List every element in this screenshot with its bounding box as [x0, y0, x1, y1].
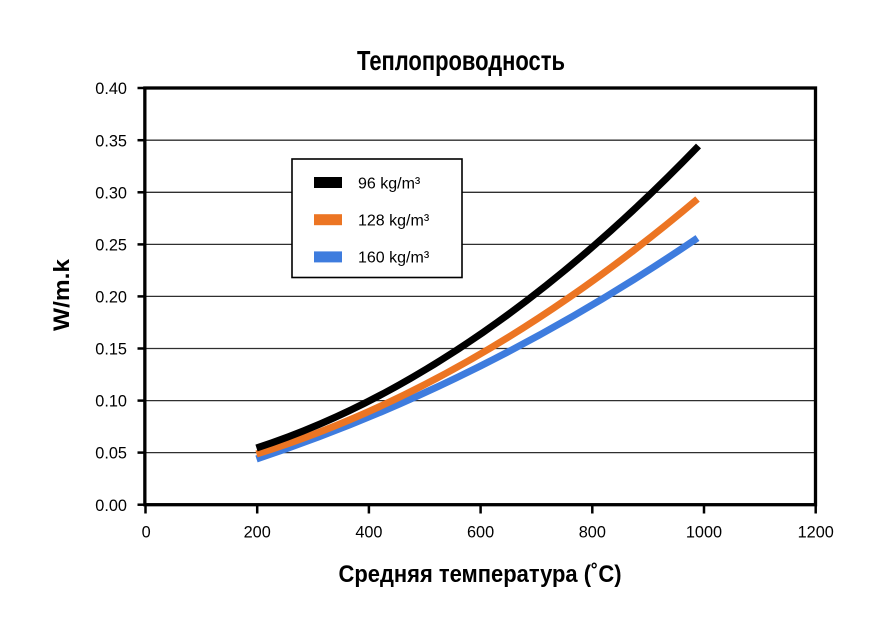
svg-text:160 kg/m³: 160 kg/m³ [358, 250, 430, 267]
svg-text:600: 600 [467, 523, 494, 541]
svg-text:800: 800 [579, 523, 606, 541]
svg-text:0.05: 0.05 [95, 445, 127, 463]
svg-text:0.20: 0.20 [95, 289, 127, 307]
svg-text:1000: 1000 [686, 523, 722, 541]
svg-text:0.30: 0.30 [95, 184, 127, 202]
svg-text:0.00: 0.00 [95, 497, 127, 515]
svg-text:96 kg/m³: 96 kg/m³ [358, 175, 421, 192]
svg-text:W/m.k: W/m.k [49, 258, 74, 331]
svg-text:Средняя температура (˚C): Средняя температура (˚C) [339, 561, 622, 588]
svg-text:0.35: 0.35 [95, 132, 127, 150]
svg-text:0.15: 0.15 [95, 341, 127, 359]
svg-text:0.40: 0.40 [95, 80, 127, 98]
svg-text:200: 200 [244, 523, 271, 541]
svg-text:0.10: 0.10 [95, 393, 127, 411]
svg-text:Теплопроводность: Теплопроводность [357, 45, 565, 76]
svg-text:0: 0 [142, 523, 151, 541]
svg-text:400: 400 [355, 523, 382, 541]
svg-text:128 kg/m³: 128 kg/m³ [358, 213, 430, 230]
svg-text:1200: 1200 [798, 523, 834, 541]
svg-text:0.25: 0.25 [95, 237, 127, 255]
